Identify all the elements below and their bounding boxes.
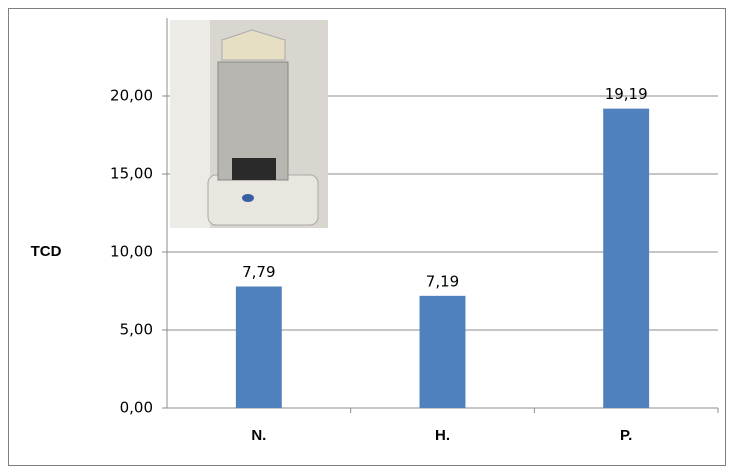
y-axis-label: TCD bbox=[31, 243, 62, 260]
photo-base bbox=[208, 175, 318, 225]
x-tick-label: H. bbox=[435, 427, 450, 444]
y-tick-label: 20,00 bbox=[110, 87, 153, 105]
photo-logo bbox=[242, 194, 254, 202]
bar bbox=[236, 286, 282, 408]
y-tick-label: 15,00 bbox=[110, 165, 153, 183]
y-tick-label: 10,00 bbox=[110, 243, 153, 261]
chart: TCD 0,00 5,00 10,00 15,00 20,00 N. 7,79 H. 7,19 P… bbox=[0, 0, 734, 472]
photo-slot bbox=[232, 158, 276, 180]
y-tick-label: 0,00 bbox=[120, 399, 153, 417]
data-label: 7,19 bbox=[426, 272, 459, 290]
x-tick-label: P. bbox=[620, 427, 632, 444]
data-label: 19,19 bbox=[605, 85, 648, 103]
x-tick-label: N. bbox=[251, 427, 266, 444]
data-label: 7,79 bbox=[242, 263, 275, 281]
bar bbox=[603, 109, 649, 408]
photo-paper bbox=[170, 20, 210, 228]
bar bbox=[420, 296, 466, 408]
photo bbox=[170, 20, 328, 228]
y-tick-label: 5,00 bbox=[120, 321, 153, 339]
